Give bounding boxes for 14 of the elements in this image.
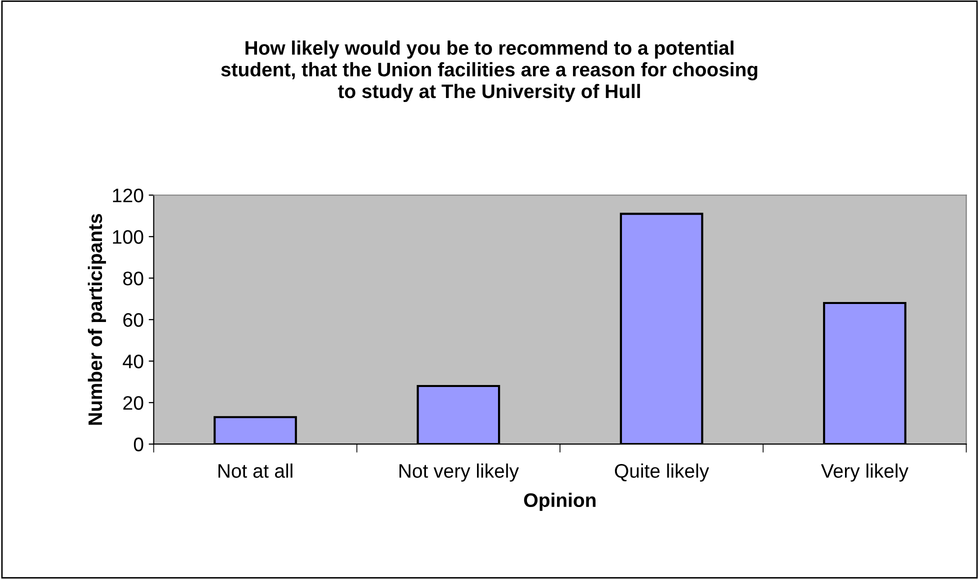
x-tick-label: Not very likely	[400, 464, 519, 482]
y-tick-label: 100	[113, 230, 144, 244]
x-axis-title: Opinion	[524, 492, 596, 511]
chart-title: How likely would you be to recommend to a potential student, that the Union facilities are a reason for choosing to study at The University of Hull	[221, 40, 758, 102]
x-tick-label: Not at all	[218, 464, 292, 478]
y-tick-label: 40	[122, 354, 144, 368]
y-axis-title: Number of participants	[88, 214, 106, 425]
y-tick-label: 20	[123, 396, 144, 410]
y-tick-label: 60	[123, 313, 144, 327]
y-tick-label: 120	[113, 188, 144, 202]
x-tick-label: Quite likely	[614, 464, 710, 482]
y-tick-label: 0	[134, 438, 144, 452]
y-tick-label: 80	[123, 272, 144, 286]
x-tick-label: Very likely	[821, 464, 908, 482]
